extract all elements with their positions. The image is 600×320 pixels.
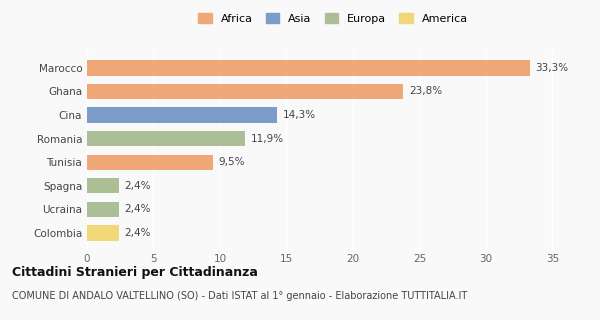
Bar — [87, 84, 403, 99]
Bar — [87, 108, 277, 123]
Text: 2,4%: 2,4% — [124, 228, 151, 238]
Text: 23,8%: 23,8% — [409, 86, 442, 96]
Text: Cittadini Stranieri per Cittadinanza: Cittadini Stranieri per Cittadinanza — [12, 266, 258, 279]
Legend: Africa, Asia, Europa, America: Africa, Asia, Europa, America — [198, 13, 468, 24]
Bar — [87, 60, 530, 76]
Bar — [87, 131, 245, 146]
Text: 9,5%: 9,5% — [218, 157, 245, 167]
Text: 11,9%: 11,9% — [251, 134, 284, 144]
Text: 33,3%: 33,3% — [535, 63, 568, 73]
Bar — [87, 178, 119, 193]
Text: 2,4%: 2,4% — [124, 204, 151, 214]
Bar — [87, 202, 119, 217]
Text: 2,4%: 2,4% — [124, 181, 151, 191]
Bar — [87, 225, 119, 241]
Bar — [87, 155, 214, 170]
Text: 14,3%: 14,3% — [283, 110, 316, 120]
Text: COMUNE DI ANDALO VALTELLINO (SO) - Dati ISTAT al 1° gennaio - Elaborazione TUTTI: COMUNE DI ANDALO VALTELLINO (SO) - Dati … — [12, 291, 467, 301]
